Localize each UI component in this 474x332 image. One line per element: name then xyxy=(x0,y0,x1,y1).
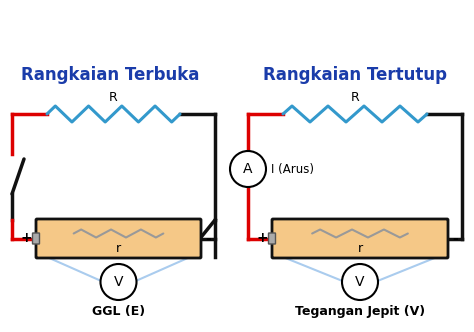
Circle shape xyxy=(230,151,266,187)
Text: I (Arus): I (Arus) xyxy=(271,162,314,176)
Text: r: r xyxy=(357,242,363,256)
Text: R: R xyxy=(109,91,118,104)
FancyBboxPatch shape xyxy=(272,219,448,258)
Text: +: + xyxy=(20,231,32,245)
Text: Rangkaian Terbuka: Rangkaian Terbuka xyxy=(21,66,199,84)
FancyBboxPatch shape xyxy=(36,219,201,258)
Text: Tegangan Jepit (V): Tegangan Jepit (V) xyxy=(295,305,425,318)
Text: -: - xyxy=(452,231,458,245)
Text: R: R xyxy=(351,91,359,104)
Circle shape xyxy=(100,264,137,300)
Text: V: V xyxy=(114,275,123,289)
Text: V: V xyxy=(355,275,365,289)
Text: +: + xyxy=(256,231,268,245)
Text: A: A xyxy=(243,162,253,176)
FancyBboxPatch shape xyxy=(268,233,275,244)
Text: -: - xyxy=(205,231,211,245)
Text: GGL (E): GGL (E) xyxy=(92,305,145,318)
FancyBboxPatch shape xyxy=(33,233,39,244)
Text: r: r xyxy=(116,242,121,256)
Circle shape xyxy=(342,264,378,300)
Text: Rangkaian Tertutup: Rangkaian Tertutup xyxy=(263,66,447,84)
